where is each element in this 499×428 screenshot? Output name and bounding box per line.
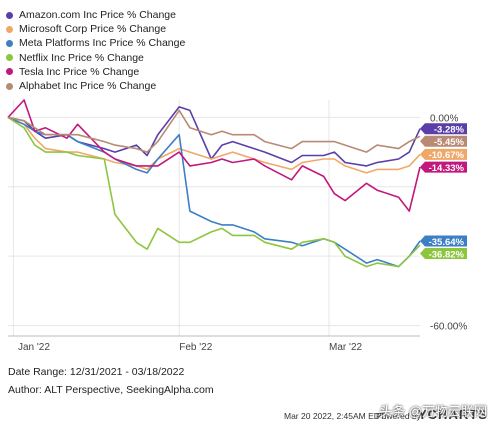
legend-item: Netflix Inc Price % Change [6,51,185,65]
series-line [7,109,421,153]
end-value-label: -35.64% [429,237,465,248]
end-value-label: -5.45% [434,137,465,148]
end-value-label: -3.28% [434,125,465,136]
plot-area [8,100,420,336]
legend-label: Alphabet Inc Price % Change [19,80,157,93]
end-value-label: -14.33% [429,163,465,174]
legend-item: Amazon.com Inc Price % Change [6,8,185,22]
legend-swatch-icon [6,11,13,19]
legend-label: Netflix Inc Price % Change [19,51,144,64]
legend-label: Tesla Inc Price % Change [19,65,140,78]
legend-item: Microsoft Corp Price % Change [6,22,185,36]
author-text: Author: ALT Perspective, SeekingAlpha.co… [8,384,214,396]
end-value-tag [420,248,467,260]
legend-swatch-icon [6,25,13,33]
end-value-tag [420,235,467,247]
powered-by-text: Powered by [376,411,421,421]
watermark-text: 头条 @万物云联网 [379,404,487,419]
legend-item: Meta Platforms Inc Price % Change [6,36,185,50]
legend-swatch-icon [6,82,13,90]
legend-item: Alphabet Inc Price % Change [6,79,185,93]
end-value-tag [420,148,467,160]
legend-swatch-icon [6,54,13,62]
end-value-tag [420,123,467,135]
legend-label: Microsoft Corp Price % Change [19,23,167,36]
date-range-text: Date Range: 12/31/2021 - 03/18/2022 [8,366,185,378]
end-value-label: -10.67% [429,150,465,161]
end-value-tag [420,161,467,173]
end-value-tag [420,135,467,147]
legend-item: Tesla Inc Price % Change [6,65,185,79]
x-tick-label: Jan '22 [18,342,50,353]
y-tick-label: 0.00% [430,113,458,124]
y-tick-label: -60.00% [430,322,467,333]
legend-swatch-icon [6,39,13,47]
series-line [7,116,421,174]
legend-swatch-icon [6,68,13,76]
ycharts-logo: YCHARTS [418,407,488,422]
timestamp-text: Mar 20 2022, 2:45AM EDT. [284,411,387,421]
x-tick-label: Feb '22 [179,342,212,353]
series-line [7,116,421,268]
end-value-label: -36.82% [429,249,465,260]
legend-label: Amazon.com Inc Price % Change [19,9,176,22]
chart-legend: Amazon.com Inc Price % Change Microsoft C… [6,8,185,93]
series-line [7,99,421,212]
legend-label: Meta Platforms Inc Price % Change [19,37,186,50]
series-line [7,116,421,268]
x-tick-label: Mar '22 [329,342,362,353]
